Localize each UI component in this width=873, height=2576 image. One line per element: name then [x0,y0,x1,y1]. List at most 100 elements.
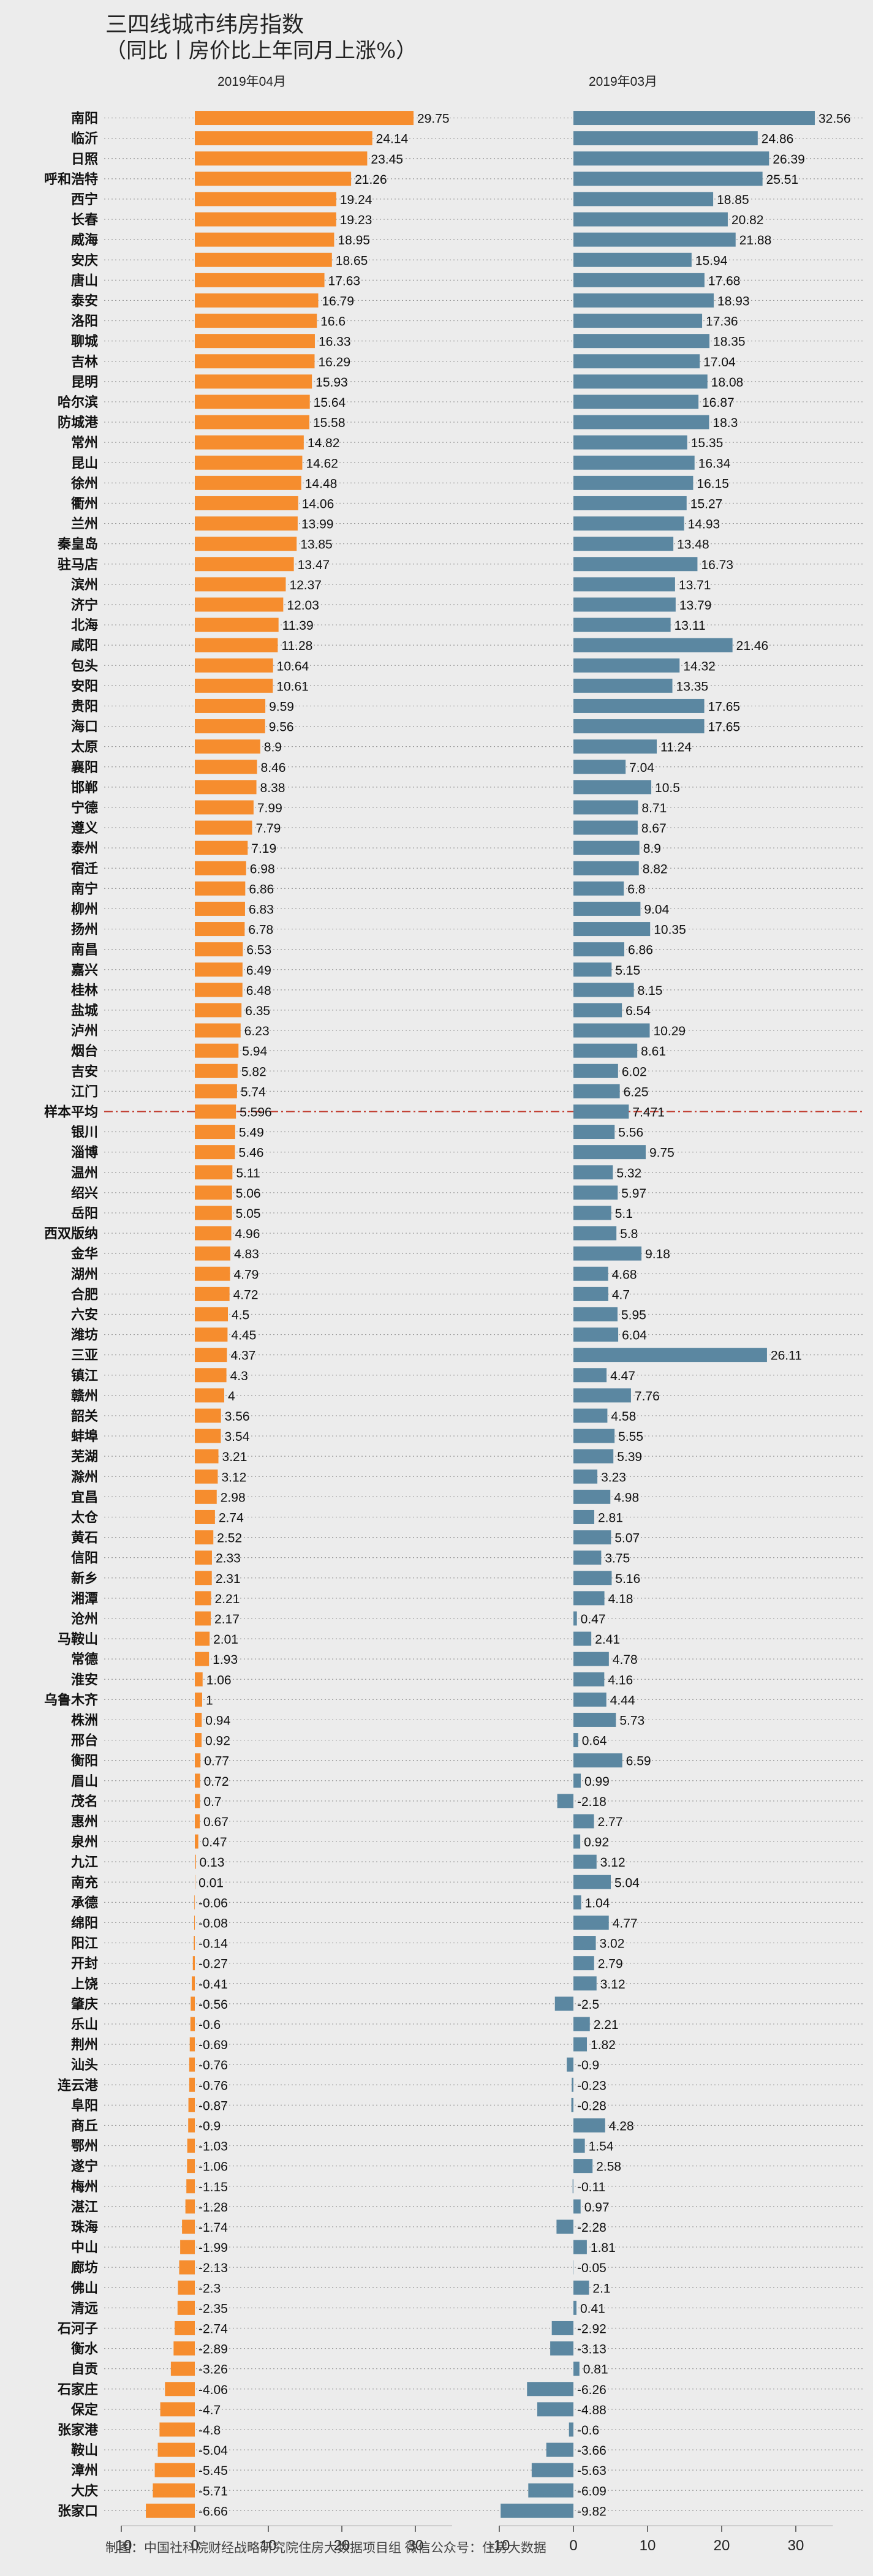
bar-mar [573,840,640,855]
bar-mar [573,334,710,349]
category-label: 漳州 [71,2463,98,2478]
value-label-apr: 15.64 [314,396,346,410]
bar-mar [573,1023,650,1038]
bar-apr [195,881,246,896]
bar-apr [195,192,336,206]
bar-mar [573,1307,618,1321]
value-label-mar: 24.86 [762,132,794,146]
panel-title-apr: 2019年04月 [217,75,286,89]
value-label-apr: 18.65 [336,254,368,268]
bar-apr [195,1794,200,1808]
value-label-apr: -2.13 [198,2261,228,2275]
bar-apr [195,760,257,774]
category-label: 沧州 [71,1611,98,1626]
value-label-apr: 19.24 [340,193,372,207]
bar-mar [573,1489,611,1504]
value-label-apr: 5.46 [239,1146,264,1160]
value-label-apr: 16.33 [319,335,351,349]
value-label-apr: -0.06 [198,1896,228,1910]
value-label-apr: 0.7 [203,1795,221,1809]
bar-apr [195,1165,233,1180]
category-label: 上饶 [71,1976,98,1992]
bar-mar [573,314,703,328]
value-label-mar: 5.16 [615,1572,640,1586]
value-label-mar: -4.88 [577,2403,607,2417]
bar-apr [195,1773,200,1788]
bar-mar [573,1388,631,1403]
bar-apr [195,800,254,815]
bar-apr [195,638,278,652]
value-label-apr: 4.79 [233,1267,259,1282]
value-label-mar: -3.13 [577,2343,607,2357]
value-label-mar: 0.47 [581,1612,606,1626]
value-label-mar: 14.93 [688,518,720,532]
value-label-apr: -1.03 [198,2140,228,2154]
bar-mar [573,962,612,977]
category-label: 南阳 [71,111,98,126]
bar-mar [573,698,705,713]
category-label: 海口 [71,719,98,735]
value-label-mar: 4.44 [610,1693,635,1707]
category-label: 阳江 [71,1936,98,1951]
bar-mar [573,1165,613,1180]
bar-mar [573,1591,605,1606]
category-label: 韶关 [71,1408,98,1424]
bar-mar [573,1672,605,1686]
value-label-apr: 16.6 [320,315,346,329]
bar-apr [195,334,315,349]
bar-apr [194,1915,195,1930]
category-label: 中山 [71,2240,98,2255]
value-label-mar: 4.18 [608,1592,633,1606]
bar-mar [573,638,733,652]
value-label-mar: 0.92 [584,1835,609,1849]
value-label-apr: 5.05 [236,1207,261,1221]
bar-apr [195,1449,219,1464]
value-label-mar: 4.7 [612,1288,630,1302]
x-tick-label-apr: -10 [111,2537,132,2554]
value-label-apr: 5.82 [241,1065,266,1079]
value-label-mar: -2.5 [577,1998,599,2012]
category-label: 泰州 [70,840,98,856]
x-tick-label-mar: 0 [569,2537,577,2554]
bar-apr [195,1348,227,1362]
value-label-mar: 8.67 [641,822,667,836]
category-label: 秦皇岛 [57,537,98,552]
bar-mar [573,597,676,612]
bar-mar [573,212,728,227]
bars-apr: 29.75 24.14 23.45 21.26 19.24 19.23 18.95 18.65… [146,111,450,2518]
bar-apr [195,1631,210,1646]
bar-mar [573,1509,595,1524]
bar-mar [573,1814,594,1829]
value-label-apr: 14.06 [302,497,334,511]
value-label-mar: 17.04 [703,355,736,369]
bar-mar [573,1226,617,1241]
bar-mar [573,1936,596,1951]
bar-apr [195,374,312,389]
category-label: 荆州 [71,2037,98,2052]
value-label-mar: 2.41 [595,1633,620,1647]
bar-apr [189,2077,195,2092]
bar-mar [573,2199,581,2214]
category-label: 信阳 [71,1551,98,1566]
value-label-mar: -2.92 [577,2322,607,2336]
bar-mar [573,739,657,754]
value-label-apr: 4.96 [235,1227,260,1241]
category-label: 嘉兴 [71,962,98,978]
x-tick-label-mar: 10 [640,2537,656,2554]
value-label-mar: 2.79 [598,1957,623,1971]
bar-apr [192,1956,195,1971]
category-label: 芜湖 [71,1449,98,1464]
bar-mar [554,1996,573,2011]
bar-apr [195,1854,196,1869]
value-label-mar: 26.11 [771,1349,802,1363]
category-label: 蚌埠 [71,1429,98,1444]
rows: 南阳临沂日照呼和浩特西宁长春威海安庆唐山泰安洛阳聊城吉林昆明哈尔滨防城港常州昆山… [44,111,864,2518]
value-label-mar: 10.5 [655,781,680,795]
value-label-mar: 0.81 [583,2363,608,2377]
value-label-apr: -2.3 [198,2281,221,2295]
value-label-apr: -1.74 [198,2221,228,2235]
category-label: 衢州 [71,496,98,511]
value-label-mar: 3.12 [600,1856,625,1870]
bar-apr [195,1509,215,1524]
